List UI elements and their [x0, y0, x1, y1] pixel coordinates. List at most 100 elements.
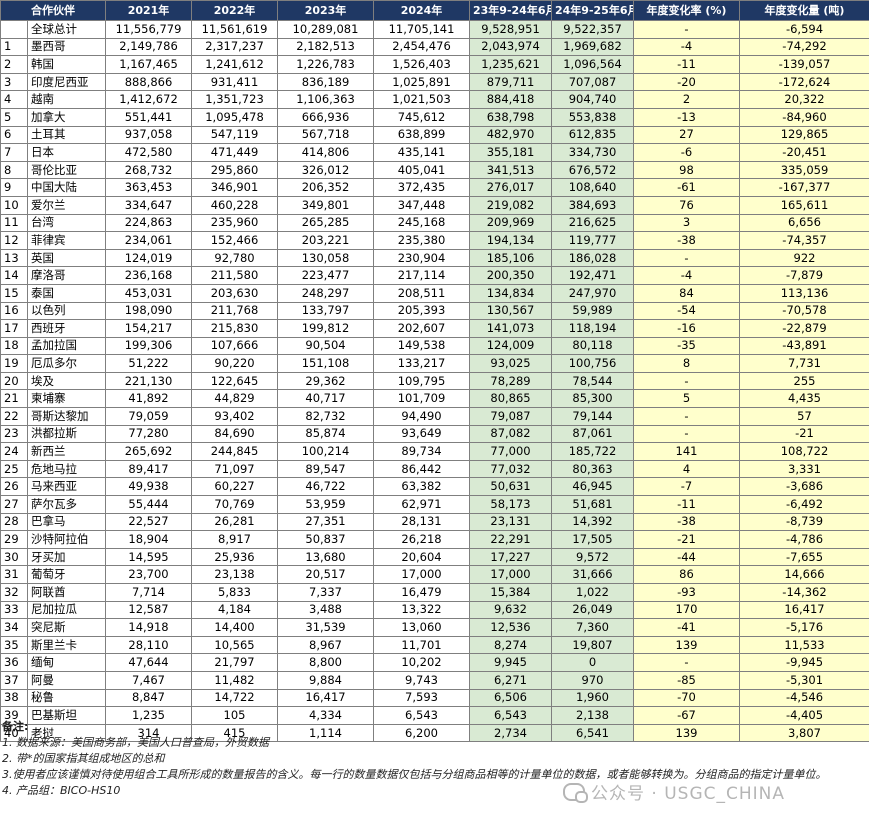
cell-2024: 20,604 [373, 547, 470, 567]
cell-period-curr: 247,970 [551, 283, 634, 303]
cell-2021: 224,863 [105, 213, 192, 233]
cell-2023: 199,812 [277, 319, 374, 338]
cell-period-curr: 707,087 [551, 72, 634, 92]
cell-pct-change: 141 [633, 442, 740, 461]
cell-ton-change: 255 [739, 371, 869, 391]
cell-2021: 14,595 [105, 547, 192, 567]
cell-2024: 149,538 [373, 336, 470, 356]
cell-ton-change: -70,578 [739, 301, 869, 321]
cell-2024: 9,743 [373, 670, 470, 690]
cell-partner: 危地马拉 [27, 459, 106, 479]
cell-ton-change: -8,739 [739, 512, 869, 532]
cell-period-curr: 384,693 [551, 195, 634, 215]
cell-2024: 109,795 [373, 371, 470, 391]
cell-2023: 248,297 [277, 283, 374, 303]
cell-2022: 11,561,619 [191, 20, 278, 39]
cell-2023: 1,226,783 [277, 55, 374, 74]
cell-2022: 11,482 [191, 670, 278, 690]
cell-index: 9 [0, 178, 28, 197]
cell-period-prev: 1,235,621 [469, 55, 552, 74]
header-2021: 2021年 [105, 0, 192, 21]
cell-2022: 14,400 [191, 618, 278, 637]
table-row: 28 巴拿马 22,527 26,281 27,351 28,131 23,131 14,39… [0, 512, 869, 532]
cell-2024: 86,442 [373, 459, 470, 479]
cell-period-prev: 9,945 [469, 653, 552, 672]
cell-partner: 以色列 [27, 301, 106, 321]
cell-period-curr: 676,572 [551, 160, 634, 180]
cell-pct-change: -70 [633, 688, 740, 708]
cell-ton-change: 113,136 [739, 283, 869, 303]
cell-2021: 22,527 [105, 512, 192, 532]
cell-index: 36 [0, 653, 28, 672]
cell-index: 7 [0, 143, 28, 162]
cell-ton-change: -167,377 [739, 178, 869, 197]
cell-2022: 1,241,612 [191, 55, 278, 74]
cell-2022: 4,184 [191, 600, 278, 620]
cell-2024: 1,025,891 [373, 72, 470, 92]
cell-period-prev: 276,017 [469, 178, 552, 197]
cell-index: 2 [0, 55, 28, 74]
cell-2022: 415 [191, 723, 278, 743]
table-row: 11 台湾 224,863 235,960 265,285 245,168 209,969 2… [0, 213, 869, 233]
cell-partner: 爱尔兰 [27, 195, 106, 215]
header-pct-change: 年度变化率 (%) [633, 0, 740, 21]
cell-2024: 235,380 [373, 231, 470, 250]
cell-2023: 8,967 [277, 635, 374, 655]
cell-pct-change: -21 [633, 530, 740, 549]
cell-period-prev: 8,274 [469, 635, 552, 655]
table-row-total: 全球总计 11,556,779 11,561,619 10,289,081 11,705… [0, 20, 869, 39]
cell-period-prev: 9,528,951 [469, 20, 552, 39]
cell-pct-change: -61 [633, 178, 740, 197]
cell-2021: 7,714 [105, 583, 192, 602]
cell-2024: 10,202 [373, 653, 470, 672]
cell-2024: 245,168 [373, 213, 470, 233]
cell-pct-change: - [633, 653, 740, 672]
cell-ton-change: 129,865 [739, 125, 869, 145]
cell-2022: 5,833 [191, 583, 278, 602]
cell-2022: 203,630 [191, 283, 278, 303]
cell-partner: 斯里兰卡 [27, 635, 106, 655]
cell-index: 6 [0, 125, 28, 145]
cell-pct-change: -16 [633, 319, 740, 338]
cell-ton-change: 3,807 [739, 723, 869, 743]
cell-2022: 8,917 [191, 530, 278, 549]
table-row: 7 日本 472,580 471,449 414,806 435,141 355,181 33… [0, 143, 869, 162]
table-row: 27 萨尔瓦多 55,444 70,769 53,959 62,971 58,173 51,6… [0, 495, 869, 514]
cell-pct-change: - [633, 248, 740, 268]
cell-pct-change: -7 [633, 477, 740, 497]
cell-index: 5 [0, 107, 28, 127]
cell-2022: 10,565 [191, 635, 278, 655]
cell-2021: 11,556,779 [105, 20, 192, 39]
cell-pct-change: - [633, 371, 740, 391]
cell-period-curr: 9,522,357 [551, 20, 634, 39]
cell-period-curr: 17,505 [551, 530, 634, 549]
cell-pct-change: 139 [633, 723, 740, 743]
cell-pct-change: -13 [633, 107, 740, 127]
cell-ton-change: -6,594 [739, 20, 869, 39]
cell-index: 19 [0, 354, 28, 373]
cell-period-curr: 1,969,682 [551, 37, 634, 57]
cell-2022: 14,722 [191, 688, 278, 708]
cell-partner: 牙买加 [27, 547, 106, 567]
table-row: 22 哥斯达黎加 79,059 93,402 82,732 94,490 79,087 79,… [0, 407, 869, 426]
cell-period-curr: 85,300 [551, 389, 634, 409]
cell-ton-change: -5,301 [739, 670, 869, 690]
cell-ton-change: 922 [739, 248, 869, 268]
cell-period-prev: 134,834 [469, 283, 552, 303]
wechat-icon [563, 782, 588, 803]
cell-2023: 46,722 [277, 477, 374, 497]
cell-2021: 28,110 [105, 635, 192, 655]
cell-period-curr: 80,118 [551, 336, 634, 356]
cell-pct-change: 98 [633, 160, 740, 180]
cell-pct-change: -6 [633, 143, 740, 162]
cell-2023: 133,797 [277, 301, 374, 321]
cell-index: 13 [0, 248, 28, 268]
cell-pct-change: - [633, 424, 740, 444]
cell-pct-change: -41 [633, 618, 740, 637]
cell-2023: 29,362 [277, 371, 374, 391]
table-row: 10 爱尔兰 334,647 460,228 349,801 347,448 219,082… [0, 195, 869, 215]
table-row: 9 中国大陆 363,453 346,901 206,352 372,435 276,017… [0, 178, 869, 197]
cell-2021: 23,700 [105, 565, 192, 584]
cell-2022: 211,580 [191, 266, 278, 285]
trade-partner-table: 合作伙伴 2021年 2022年 2023年 2024年 23年9-24年6月 … [0, 0, 869, 743]
